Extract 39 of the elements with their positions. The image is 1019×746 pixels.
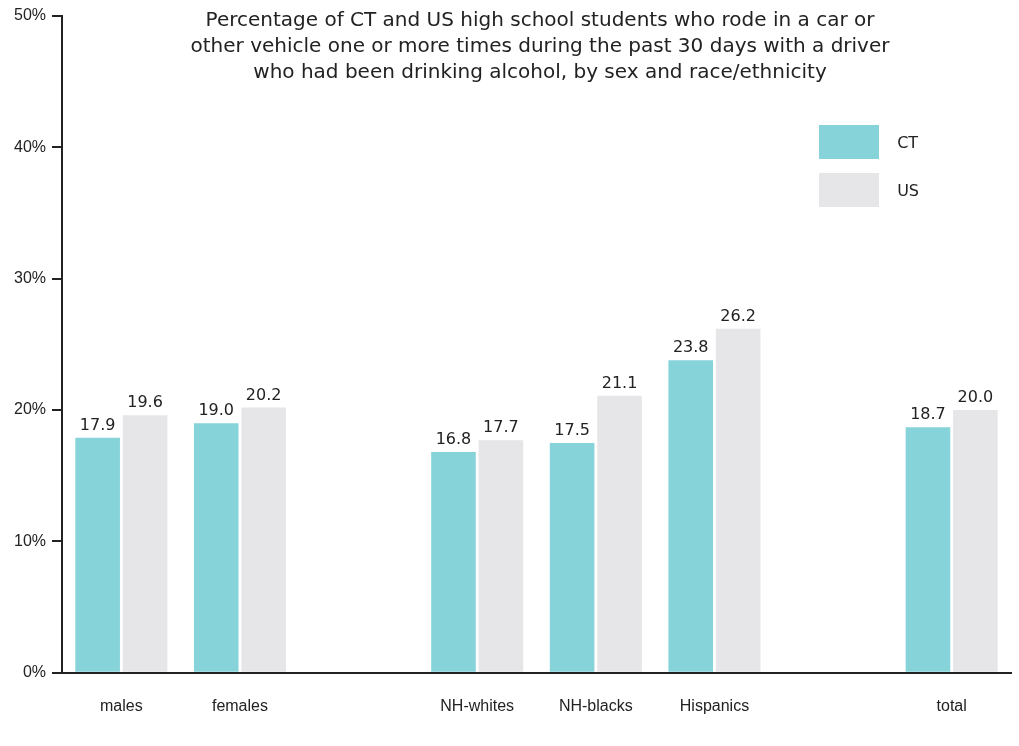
x-tick-label: total (936, 696, 967, 714)
bar (122, 415, 168, 672)
y-tick-label: 20% (13, 400, 47, 418)
x-tick-label: males (99, 696, 143, 714)
legend-label: CT (897, 132, 919, 152)
data-label: 17.9 (79, 414, 116, 434)
data-label: 21.1 (601, 372, 638, 392)
legend-label: US (897, 180, 919, 200)
bar (431, 452, 476, 672)
data-label: 18.7 (910, 404, 946, 424)
bar (241, 407, 286, 672)
y-tick-label: 50% (13, 6, 47, 24)
y-tick-label: 0% (22, 663, 47, 681)
data-label: 19.0 (198, 400, 235, 420)
bar (953, 410, 998, 672)
text: Percentage of CT and US high school students who rode in a car or other vehicle one or more times during the past 30 days with a driver who had been drinking alcohol, by sex and race/ethnicity (189, 6, 891, 84)
y-tick-label: 30% (13, 269, 47, 287)
bar (75, 437, 120, 672)
data-label: 20.2 (245, 384, 282, 404)
bar (193, 423, 239, 672)
bar (597, 395, 642, 672)
x-tick-label: females (211, 696, 268, 714)
x-tick-label: Hispanics (679, 696, 750, 714)
y-tick-label: 40% (13, 137, 47, 155)
data-label: 19.6 (127, 392, 163, 412)
bar (478, 440, 524, 672)
bar (715, 328, 761, 672)
bar (668, 360, 714, 672)
x-tick-label: NH-blacks (558, 696, 633, 714)
data-label: 20.0 (957, 387, 994, 407)
data-label: 23.8 (672, 337, 709, 357)
data-label: 16.8 (435, 429, 472, 449)
bar (905, 427, 951, 672)
x-tick-label: NH-whites (440, 696, 515, 714)
data-label: 17.5 (554, 420, 590, 440)
data-label: 17.7 (483, 417, 519, 437)
bar (549, 442, 595, 672)
y-tick-label: 10% (13, 531, 47, 549)
data-label: 26.2 (720, 305, 756, 325)
